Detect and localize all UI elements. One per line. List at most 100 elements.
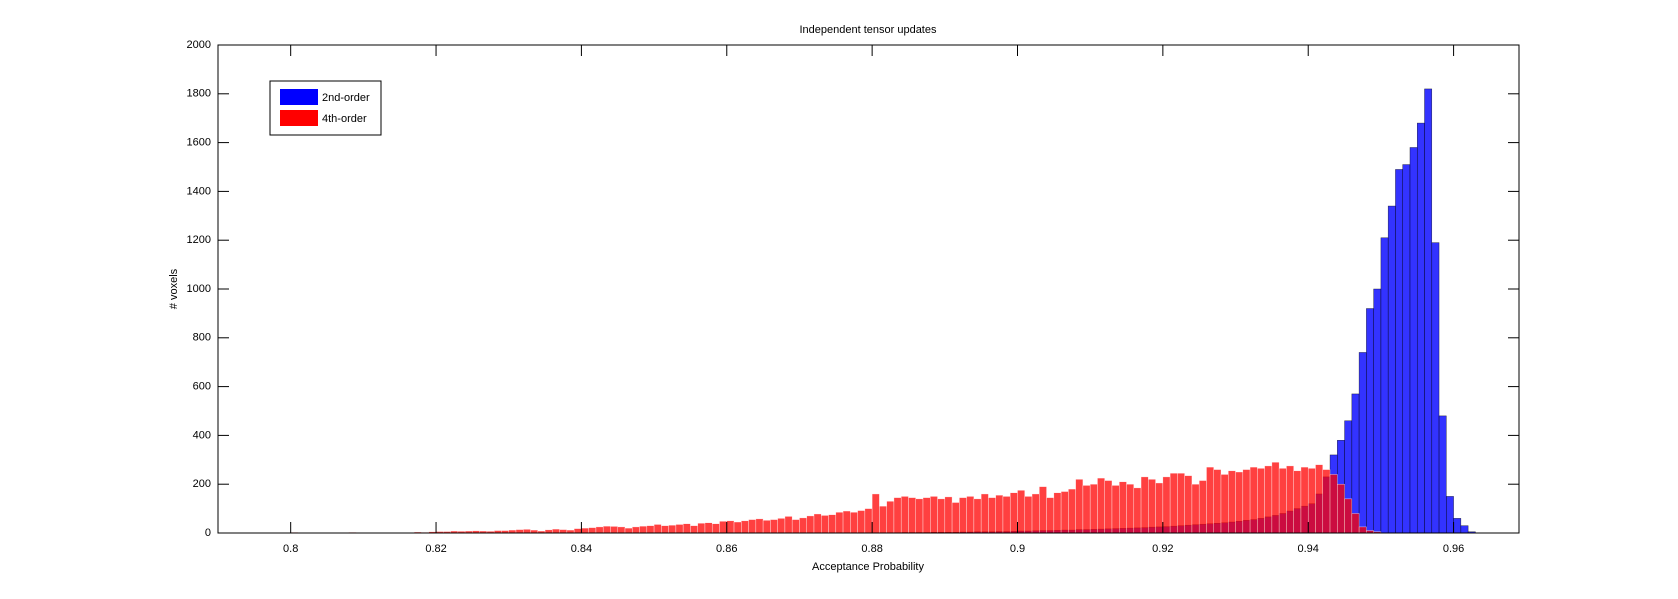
bar (552, 528, 560, 534)
bar (1358, 352, 1367, 534)
bar (646, 525, 655, 534)
bar (951, 502, 960, 534)
bar (668, 524, 677, 534)
bar (959, 497, 967, 534)
bar (857, 510, 866, 534)
chart-title: Independent tensor updates (799, 24, 937, 36)
bar (755, 518, 764, 534)
bar (624, 527, 633, 534)
y-tick-label: 600 (193, 381, 211, 393)
bar (813, 513, 822, 534)
bar (871, 493, 880, 534)
bar (762, 520, 771, 534)
bar (770, 519, 778, 534)
bar (864, 508, 873, 534)
bar (1148, 479, 1156, 534)
bar (944, 496, 953, 534)
bar (1264, 465, 1273, 534)
bar (595, 526, 604, 534)
bar (806, 515, 815, 534)
y-tick-label: 1200 (187, 234, 211, 246)
bar (610, 526, 618, 534)
bar (886, 501, 895, 534)
y-tick-label: 200 (193, 478, 211, 490)
y-tick-label: 1800 (187, 88, 211, 100)
bar (777, 518, 786, 534)
bar (1416, 122, 1425, 534)
bar (675, 524, 684, 534)
y-tick-label: 800 (193, 332, 211, 344)
y-tick-label: 2000 (187, 39, 211, 51)
bar (515, 529, 524, 534)
legend-swatch (280, 110, 318, 126)
bar (1395, 169, 1403, 534)
bar (966, 496, 975, 534)
bar (835, 512, 844, 534)
bar (1373, 288, 1382, 534)
bar (1315, 464, 1324, 534)
legend-label: 4th-order (322, 113, 367, 125)
x-axis-label: Acceptance Probability (812, 561, 924, 573)
bar (733, 521, 742, 534)
bar (711, 523, 720, 534)
bar (1031, 493, 1040, 534)
bar (1140, 476, 1149, 534)
bar (799, 517, 807, 534)
bar (719, 521, 728, 534)
bar (893, 497, 902, 534)
bar (1344, 498, 1353, 534)
bar (523, 529, 531, 534)
bar (1235, 471, 1244, 534)
bar (1249, 466, 1258, 534)
bar (1206, 466, 1214, 534)
bar (937, 498, 946, 534)
x-tick-label: 0.86 (716, 543, 737, 555)
bar (842, 510, 851, 534)
bar (1075, 479, 1084, 534)
bar (639, 525, 648, 534)
bar (1184, 475, 1193, 534)
bar (1337, 483, 1345, 534)
bar (1409, 147, 1418, 534)
x-tick-label: 0.9 (1010, 543, 1025, 555)
x-tick-label: 0.84 (571, 543, 592, 555)
bar (980, 493, 989, 534)
bar (1366, 308, 1374, 534)
x-tick-label: 0.8 (283, 543, 298, 555)
bar (661, 525, 669, 534)
bar (1358, 526, 1367, 534)
bar (573, 528, 582, 534)
bar (1039, 486, 1047, 534)
x-tick-label: 0.88 (861, 543, 882, 555)
bar (602, 525, 611, 534)
bar (1089, 483, 1098, 534)
bar (1438, 415, 1447, 534)
bar (930, 496, 938, 534)
bar (900, 496, 909, 534)
bar (1402, 164, 1411, 534)
legend-label: 2nd-order (322, 92, 370, 104)
bar (1380, 237, 1389, 534)
bar (1300, 466, 1309, 534)
legend-swatch (280, 89, 318, 105)
bar (697, 522, 706, 534)
bar (1155, 482, 1164, 534)
bar (690, 525, 698, 534)
bar (1329, 474, 1338, 534)
bar (1017, 490, 1026, 534)
bar (1453, 518, 1462, 534)
bar (1322, 469, 1331, 534)
y-tick-label: 1000 (187, 283, 211, 295)
bar (588, 527, 597, 534)
bar (1257, 468, 1265, 534)
bar (632, 526, 640, 534)
bar (1104, 480, 1113, 534)
bar (850, 512, 858, 534)
bar (1169, 472, 1178, 534)
bar (1446, 496, 1454, 534)
bar (915, 498, 924, 534)
bar (828, 514, 837, 534)
bar (1126, 483, 1135, 534)
